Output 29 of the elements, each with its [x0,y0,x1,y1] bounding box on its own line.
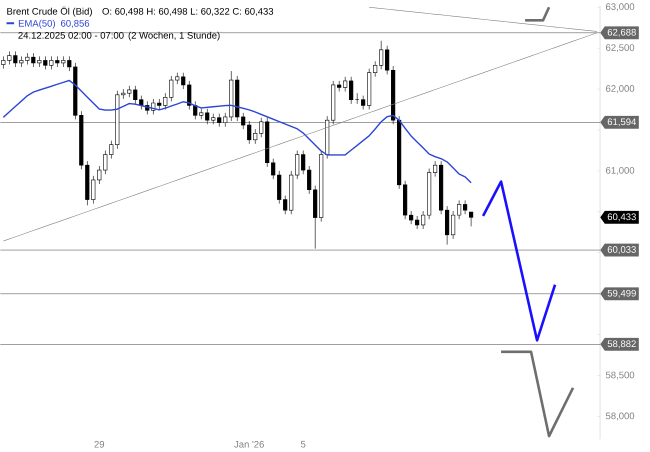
text: 60,433 [608,213,636,222]
candlestick [451,210,456,239]
annotation: (2 Wochen, 1 Stunde) [128,31,220,40]
ref-line-label: 61,594 [608,118,636,126]
candlestick [456,200,462,220]
y-tick-label: 58,000 [606,412,634,420]
y-tick-label: 62,500 [606,44,634,52]
candlestick [421,210,426,230]
ref-line-label: 62,688 [608,28,636,36]
candlestick [415,215,420,230]
annotation: 60,856 [61,20,90,28]
y-tick-label: 58,500 [606,371,634,380]
candlestick [409,210,414,224]
y-tick-label: 62,000 [606,84,634,93]
x-tick-label: 5 [300,440,306,448]
legend-label: EMA(50) [18,19,55,28]
y-tick-label: 63,000 [606,3,634,11]
chart-title: Brent Crude Öl (Bid) [7,6,92,16]
ref-line-label: 59,499 [608,290,636,298]
ref-line-label: 60,033 [608,246,636,254]
y-tick-label: 61,000 [606,166,634,175]
candlestick [468,211,474,226]
annotation: 24.12.2025 02:00 - 07:00 [18,32,124,38]
annotation: O: 60,498 H: 60,498 L: 60,322 C: 60,433 [102,8,274,16]
x-tick-label: 29 [94,440,104,448]
candlestick [462,200,468,214]
candlestick [433,160,438,177]
x-tick-label: Jan '26 [234,440,264,448]
ref-line-label: 58,882 [608,340,636,348]
